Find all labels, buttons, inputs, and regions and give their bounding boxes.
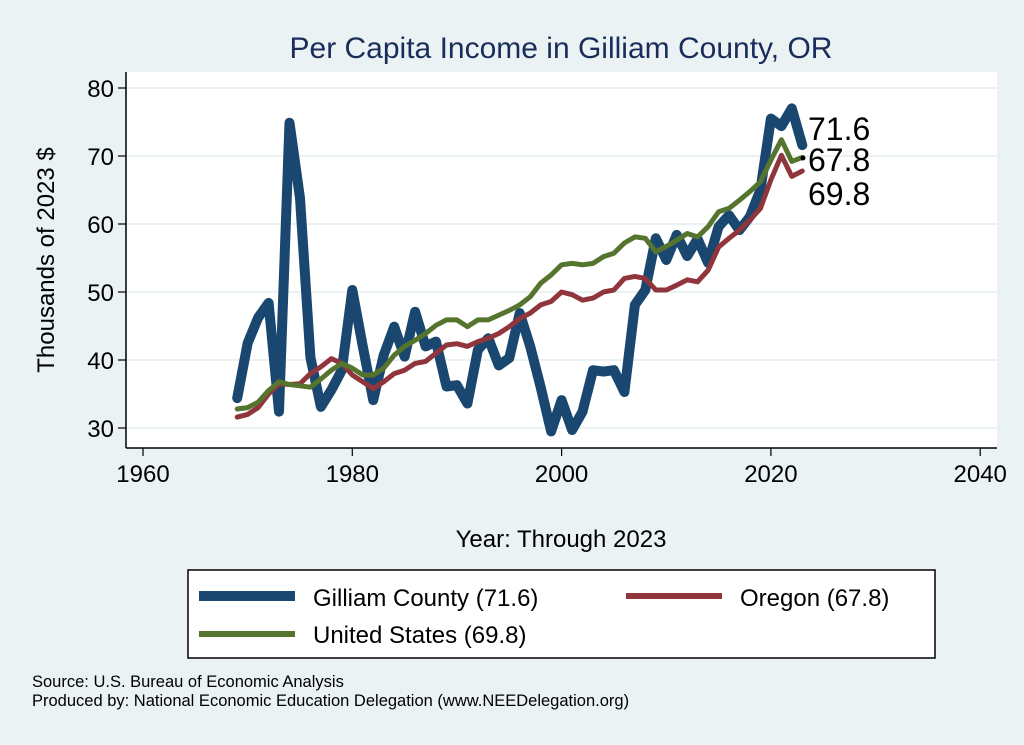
end-labels: 71.667.869.8 (800, 111, 870, 212)
end-label-1: 67.8 (808, 142, 870, 178)
produced-by-note: Produced by: National Economic Education… (32, 692, 629, 710)
x-tick-label: 2040 (954, 461, 1007, 488)
y-tick-label: 30 (87, 416, 114, 443)
end-label-2: 69.8 (808, 176, 870, 212)
y-tick-label: 40 (87, 348, 114, 375)
y-tick-label: 80 (87, 76, 114, 103)
y-axis-ticks: 30 40 50 60 70 80 (87, 76, 126, 443)
x-tick-label: 1980 (326, 461, 379, 488)
chart-title: Per Capita Income in Gilliam County, OR (290, 32, 833, 65)
y-tick-label: 70 (87, 144, 114, 171)
y-axis-title: Thousands of 2023 $ (33, 147, 60, 373)
legend-label-gilliam: Gilliam County (71.6) (313, 585, 538, 612)
legend-box (187, 569, 936, 659)
legend-label-oregon: Oregon (67.8) (740, 585, 889, 612)
end-label-0: 71.6 (808, 111, 870, 147)
end-label-marker (800, 155, 806, 161)
x-tick-label: 1960 (116, 461, 169, 488)
y-tick-label: 60 (87, 212, 114, 239)
y-tick-label: 50 (87, 280, 114, 307)
series-lines (232, 103, 808, 437)
legend-label-united-states: United States (69.8) (313, 622, 526, 649)
legend: Gilliam County (71.6) Oregon (67.8) Unit… (187, 569, 936, 659)
x-axis-ticks: 1960 1980 2000 2020 2040 (116, 448, 1007, 488)
x-axis-title: Year: Through 2023 (456, 526, 667, 553)
source-note: Source: U.S. Bureau of Economic Analysis (32, 673, 344, 691)
x-tick-label: 2000 (535, 461, 588, 488)
x-tick-label: 2020 (744, 461, 797, 488)
